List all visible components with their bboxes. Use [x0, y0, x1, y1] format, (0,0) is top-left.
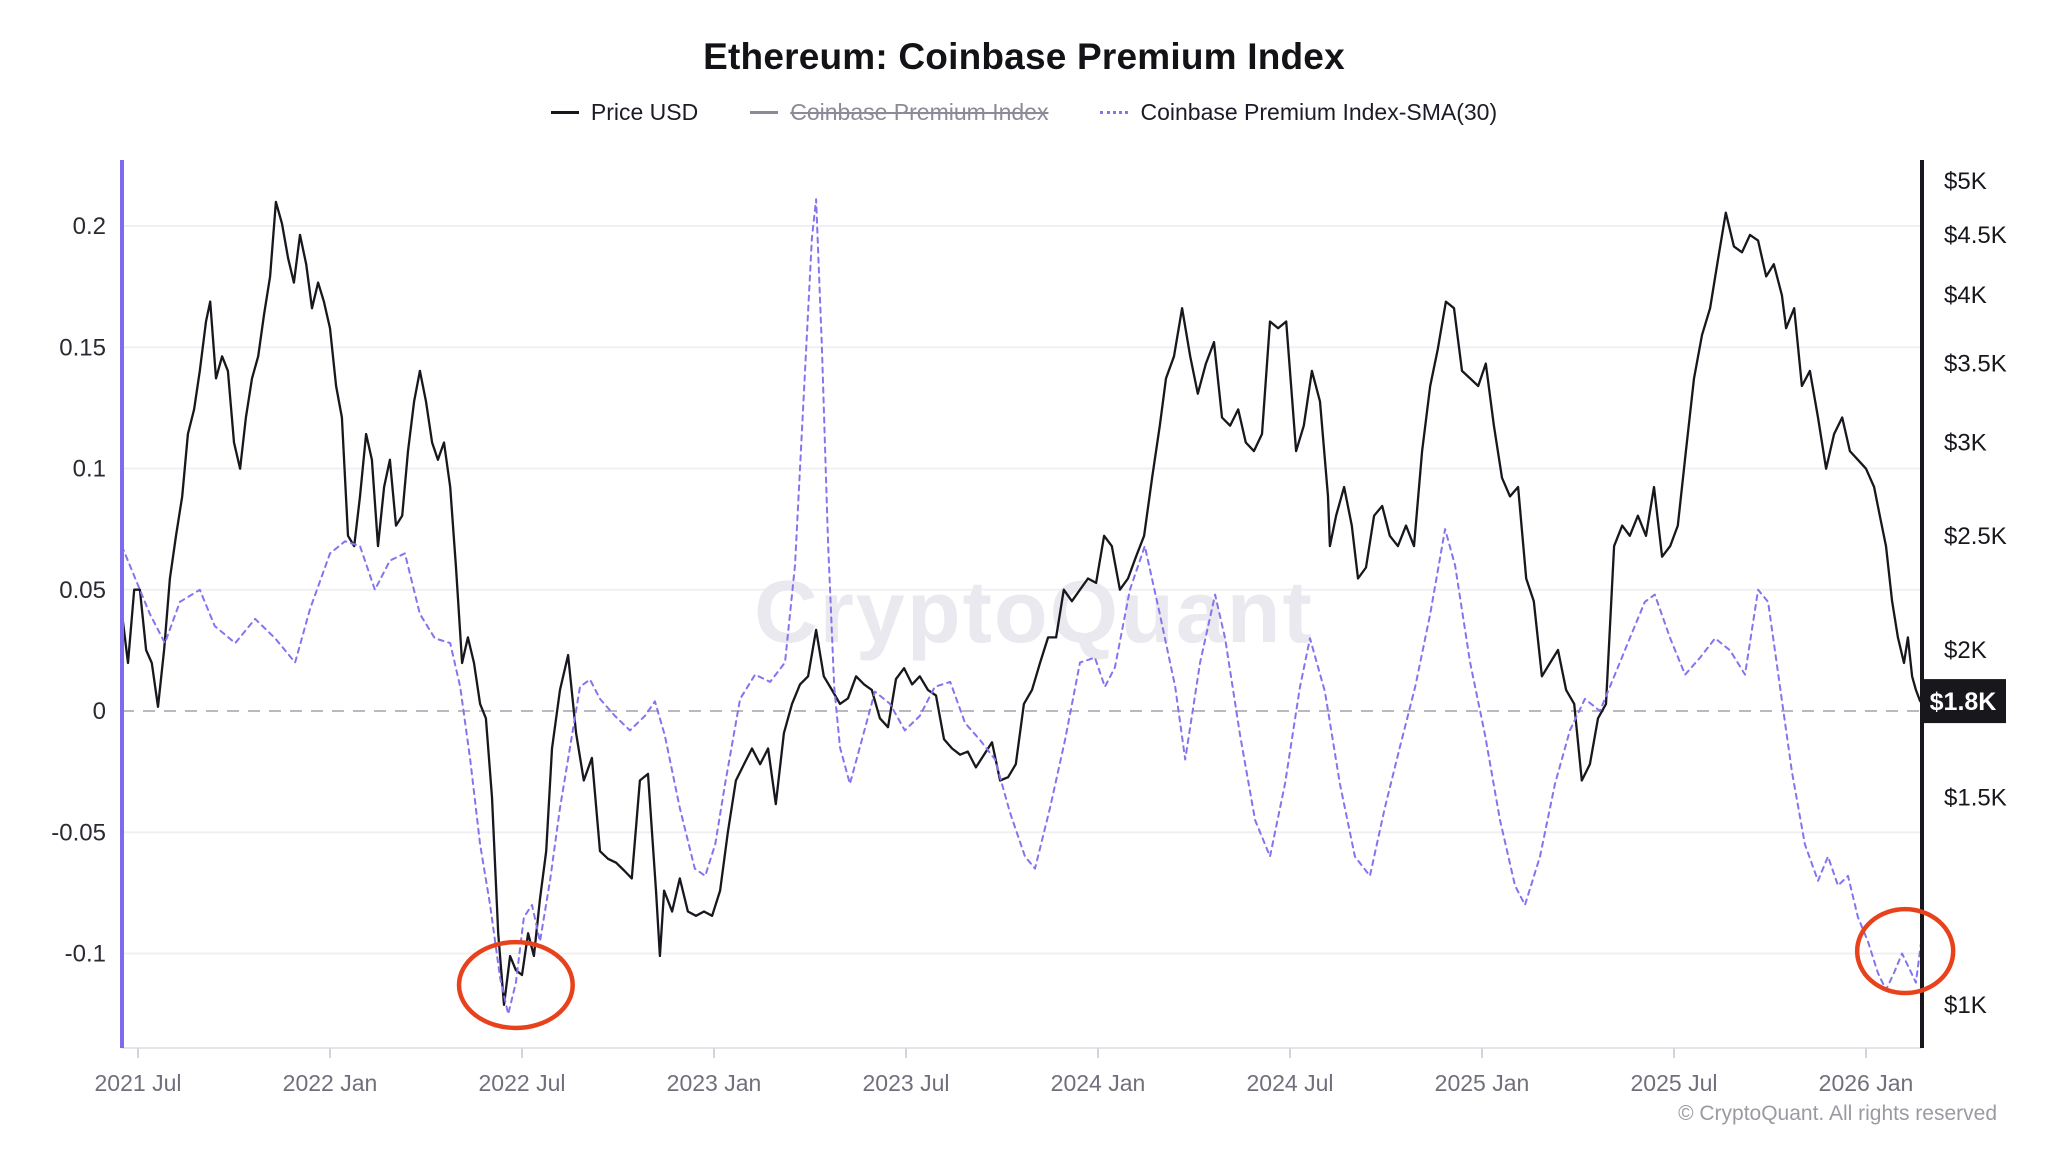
sma-line-series — [120, 198, 1922, 1016]
current-price-badge-label: $1.8K — [1930, 688, 1997, 716]
y-right-tick-label: $3K — [1944, 429, 1987, 456]
y-right-tick-label: $1.5K — [1944, 784, 2007, 811]
y-right-tick-label: $2K — [1944, 637, 1987, 664]
y-right-tick-label: $3.5K — [1944, 351, 2007, 378]
y-right-tick-label: $5K — [1944, 168, 1987, 195]
y-left-tick-label: -0.1 — [65, 941, 106, 968]
x-tick-label: 2022 Jan — [283, 1070, 378, 1096]
y-left-tick-label: 0.15 — [59, 334, 106, 361]
y-left-tick-label: 0.2 — [73, 213, 106, 240]
x-tick-label: 2024 Jul — [1247, 1070, 1334, 1096]
x-tick-label: 2021 Jul — [95, 1070, 182, 1096]
legend-item-price-usd[interactable]: Price USD — [550, 99, 699, 126]
y-left-tick-label: 0.1 — [73, 456, 106, 483]
legend-label: Price USD — [590, 99, 699, 125]
x-tick-label: 2022 Jul — [479, 1070, 566, 1096]
chart-legend: Price USD Coinbase Premium Index Coinbas… — [0, 99, 2048, 126]
x-tick-label: 2026 Jan — [1819, 1070, 1914, 1096]
legend-item-coinbase-premium-index[interactable]: Coinbase Premium Index — [750, 99, 1048, 126]
y-right-tick-label: $2.5K — [1944, 523, 2007, 550]
y-right-tick-label: $4K — [1944, 282, 1987, 309]
y-right-tick-label: $4.5K — [1944, 222, 2007, 249]
price-line-swatch-icon — [550, 111, 579, 114]
y-left-tick-label: 0 — [93, 698, 106, 725]
x-tick-label: 2023 Jul — [863, 1070, 950, 1096]
y-right-tick-label: $1K — [1944, 992, 1987, 1019]
legend-label: Coinbase Premium Index-SMA(30) — [1140, 99, 1498, 125]
current-price-badge — [1920, 679, 2006, 724]
annotation-circle — [456, 939, 575, 1031]
legend-label: Coinbase Premium Index — [790, 99, 1049, 125]
copyright-text: © CryptoQuant. All rights reserved — [1678, 1102, 1997, 1125]
x-tick-label: 2025 Jan — [1435, 1070, 1530, 1096]
premium-line-swatch-icon — [750, 111, 779, 114]
x-tick-label: 2024 Jan — [1051, 1070, 1146, 1096]
y-left-tick-label: -0.05 — [51, 819, 106, 846]
x-tick-label: 2023 Jan — [667, 1070, 762, 1096]
y-left-tick-label: 0.05 — [59, 577, 106, 604]
legend-item-premium-sma30[interactable]: Coinbase Premium Index-SMA(30) — [1100, 99, 1497, 126]
page-title: Ethereum: Coinbase Premium Index — [703, 36, 1345, 77]
sma-line-swatch-icon — [1100, 111, 1129, 114]
x-tick-label: 2025 Jul — [1631, 1070, 1718, 1096]
price-line-series — [120, 200, 1922, 1006]
watermark-text: CryptoQuant — [754, 562, 1314, 661]
annotation-circle — [1854, 906, 1956, 996]
